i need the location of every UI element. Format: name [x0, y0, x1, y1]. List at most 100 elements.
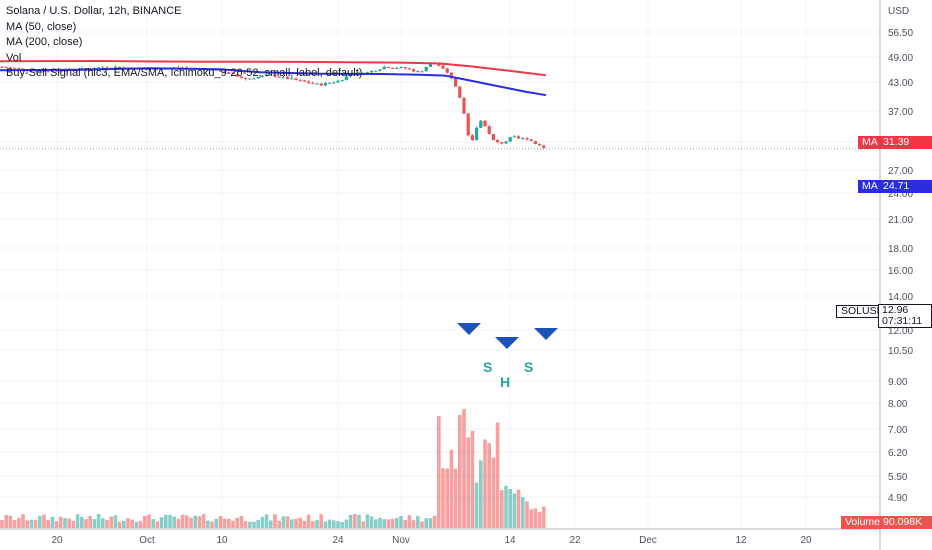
volume-bar	[180, 514, 185, 528]
volume-bar	[75, 514, 80, 528]
candle-body	[487, 126, 491, 135]
volume-bar	[437, 416, 441, 528]
candle-body	[302, 80, 306, 82]
candle-body	[403, 67, 407, 69]
volume-bar	[525, 501, 529, 528]
candle-body	[0, 66, 4, 68]
candle-body	[101, 67, 105, 69]
legend-title[interactable]: Solana / U.S. Dollar, 12h, BINANCE	[6, 5, 182, 17]
volume-bar	[281, 516, 286, 528]
volume-bar	[185, 515, 189, 528]
y-tick-label: 7.00	[888, 425, 908, 436]
candle-body	[508, 137, 512, 142]
candle-body	[328, 82, 332, 84]
candle-body	[307, 81, 311, 83]
candle-body	[294, 78, 298, 81]
left-shoulder-label: S	[483, 359, 493, 375]
candle-body	[265, 74, 269, 76]
volume-name-tag: Volume	[841, 516, 885, 529]
x-tick-label: 20	[800, 535, 812, 546]
volume-bar	[25, 520, 29, 528]
volume-bar	[302, 520, 307, 528]
candle-body	[517, 136, 521, 139]
volume-bar	[172, 516, 176, 528]
volume-bar	[38, 515, 42, 528]
candle-body	[332, 82, 336, 84]
candle-body	[13, 67, 17, 69]
volume-bar	[500, 490, 504, 528]
volume-bar	[243, 521, 248, 528]
volume-bar	[294, 518, 298, 528]
candle-body	[479, 120, 483, 128]
volume-bars	[0, 409, 546, 528]
candle-body	[269, 74, 273, 76]
candle-body	[420, 71, 424, 73]
candle-body	[370, 70, 374, 73]
x-tick-label: 10	[216, 535, 228, 546]
volume-bar	[403, 519, 407, 528]
candle-body	[336, 80, 340, 83]
candle-body	[542, 145, 546, 149]
candle-body	[315, 83, 319, 85]
volume-bar	[138, 521, 143, 528]
volume-bar	[151, 519, 155, 528]
volume-bar	[533, 508, 538, 528]
legend-ma50[interactable]: MA (50, close)	[6, 20, 77, 33]
candle-body	[428, 62, 432, 67]
x-tick-label: 12	[735, 535, 747, 546]
y-tick-label: 21.00	[888, 215, 913, 226]
countdown-tag: 07:31:11	[878, 316, 932, 328]
volume-bar	[201, 514, 206, 528]
volume-bar	[495, 422, 500, 528]
volume-bar	[344, 519, 349, 528]
candle-body	[97, 67, 101, 69]
volume-bar	[126, 518, 130, 528]
volume-bar	[105, 519, 109, 528]
volume-bar	[17, 518, 21, 528]
volume-bar	[117, 521, 122, 528]
candle-body	[38, 71, 42, 73]
volume-bar	[374, 519, 378, 528]
candle-body	[382, 66, 386, 70]
volume-bar	[323, 521, 328, 528]
candle-body	[462, 97, 466, 114]
legend-vol[interactable]: Vol	[6, 51, 22, 64]
time-axis[interactable]: 20 Oct 10 24 Nov 14 22 Dec 12 20	[51, 535, 812, 546]
candle-body	[105, 67, 109, 69]
y-tick-label: 5.50	[888, 472, 908, 483]
legend-ma200[interactable]: MA (200, close)	[6, 36, 83, 48]
candle-body	[391, 67, 395, 69]
volume-bar	[516, 489, 521, 528]
y-tick-label: 16.00	[888, 266, 913, 277]
y-tick-label: 10.50	[888, 346, 913, 357]
candle-body	[277, 76, 281, 78]
volume-bar	[441, 468, 445, 528]
x-tick-label: 22	[569, 535, 581, 546]
candle-body	[4, 66, 8, 68]
candle-body	[395, 68, 399, 70]
volume-bar	[168, 514, 172, 528]
volume-bar	[252, 521, 256, 528]
y-tick-label: 37.00	[888, 107, 913, 118]
volume-bar	[33, 520, 38, 528]
candle-body	[475, 127, 479, 141]
volume-bar	[227, 518, 231, 528]
volume-bar	[470, 430, 475, 528]
volume-bar	[96, 514, 101, 528]
legend-signal[interactable]: Buy-Sell Signal (hlc3, EMA/SMA, Ichimoku…	[6, 67, 363, 79]
price-axis[interactable]: 56.5049.0043.0037.0031.0027.0024.0021.00…	[888, 28, 913, 504]
chart-legend: Solana / U.S. Dollar, 12h, BINANCE MA (5…	[6, 4, 362, 82]
candle-body	[538, 144, 542, 146]
y-tick-label: 6.20	[888, 448, 908, 459]
volume-bar	[353, 514, 357, 528]
candle-body	[323, 82, 327, 86]
volume-bar	[12, 520, 17, 528]
x-tick-label: 24	[332, 535, 344, 546]
volume-bar	[529, 509, 533, 528]
pattern-marker-icon	[495, 337, 519, 349]
volume-bar	[319, 514, 323, 528]
candle-body	[311, 82, 315, 84]
volume-bar	[71, 520, 76, 528]
volume-bar	[42, 514, 46, 528]
